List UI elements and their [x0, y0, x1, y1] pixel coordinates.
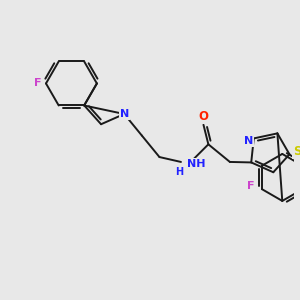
Text: H: H [175, 167, 183, 177]
Text: F: F [34, 79, 41, 88]
Text: N: N [244, 136, 254, 146]
Text: NH: NH [187, 159, 205, 169]
Text: S: S [293, 145, 300, 158]
Text: O: O [199, 110, 208, 123]
Text: F: F [247, 181, 254, 191]
Text: N: N [120, 109, 129, 119]
